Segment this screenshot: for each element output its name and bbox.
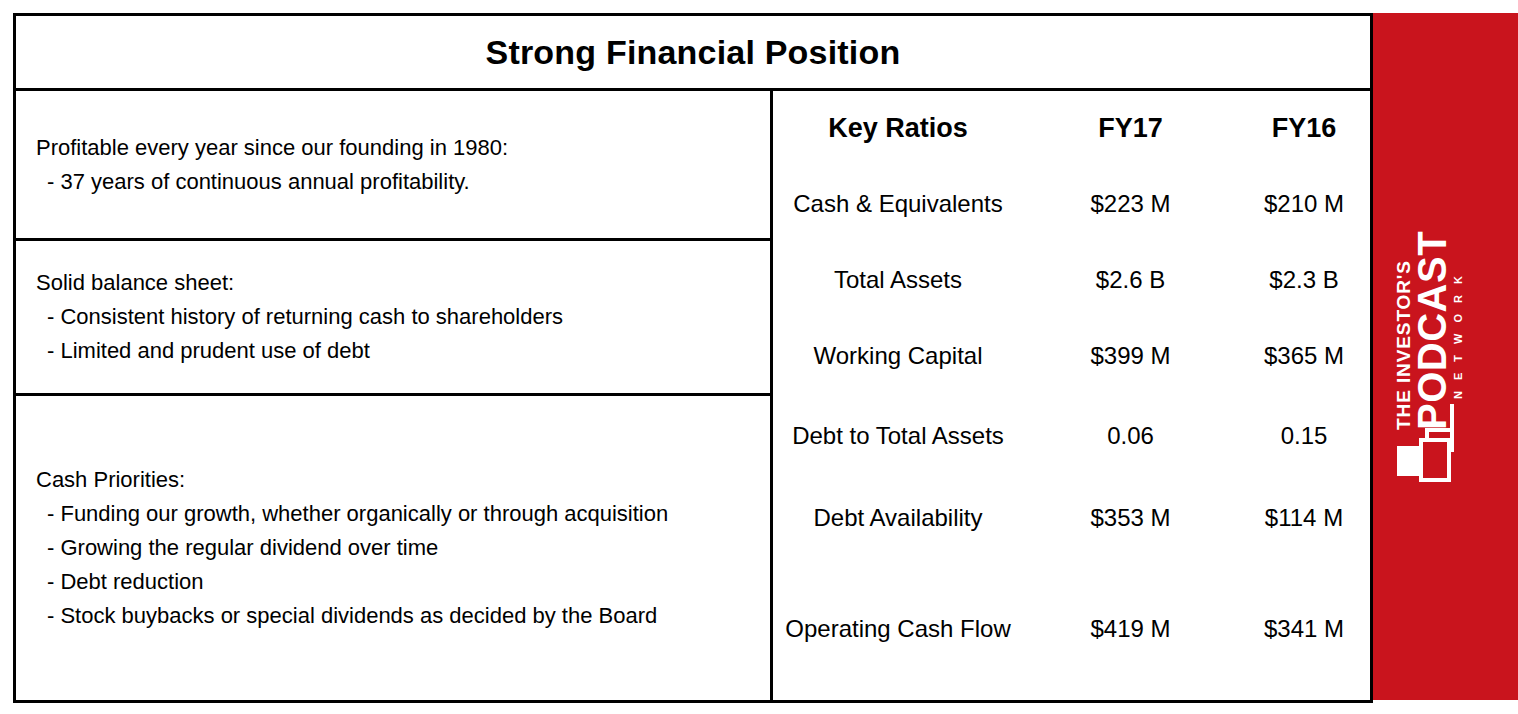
bullet-item: - Limited and prudent use of debt (36, 334, 760, 368)
table-row: Total Assets $2.6 B $2.3 B (773, 242, 1370, 318)
logo-line-podcast: PODCAST (1413, 251, 1451, 430)
bullet-item: - 37 years of continuous annual profitab… (36, 165, 760, 199)
table-header-row: Key Ratios FY17 FY16 (773, 91, 1370, 166)
section-heading: Solid balance sheet: (36, 266, 760, 300)
fy16-value: $2.3 B (1238, 266, 1370, 294)
bullet-item: - Stock buybacks or special dividends as… (36, 599, 760, 633)
section-balance-sheet: Solid balance sheet: - Consistent histor… (16, 241, 770, 396)
row-label: Total Assets (773, 266, 1023, 294)
content-area: Profitable every year since our founding… (16, 91, 1370, 700)
row-label: Debt to Total Assets (773, 422, 1023, 450)
fy17-value: $399 M (1023, 342, 1238, 370)
fy16-value: $365 M (1238, 342, 1370, 370)
bullet-item: - Debt reduction (36, 565, 760, 599)
slide-frame: Strong Financial Position Profitable eve… (13, 13, 1373, 703)
section-profitability: Profitable every year since our founding… (16, 91, 770, 241)
section-cash-priorities: Cash Priorities: - Funding our growth, w… (16, 396, 770, 700)
row-label: Working Capital (773, 342, 1023, 370)
section-heading: Cash Priorities: (36, 463, 760, 497)
page-title: Strong Financial Position (486, 33, 901, 72)
slide: Strong Financial Position Profitable eve… (0, 0, 1518, 714)
key-ratios-table: Key Ratios FY17 FY16 Cash & Equivalents … (773, 91, 1370, 700)
fy16-value: $341 M (1238, 615, 1370, 643)
table-header-fy16: FY16 (1238, 113, 1370, 144)
table-row: Cash & Equivalents $223 M $210 M (773, 166, 1370, 242)
bullet-item: - Consistent history of returning cash t… (36, 300, 760, 334)
microphone-icon (1393, 430, 1463, 486)
fy16-value: 0.15 (1238, 422, 1370, 450)
fy17-value: $353 M (1023, 504, 1238, 532)
fy16-value: $114 M (1238, 504, 1370, 532)
table-row: Debt Availability $353 M $114 M (773, 478, 1370, 558)
table-row: Operating Cash Flow $419 M $341 M (773, 558, 1370, 700)
fy17-value: $419 M (1023, 615, 1238, 643)
brand-sidebar: THE INVESTOR'S PODCAST NETWORK (1373, 13, 1518, 700)
row-label: Debt Availability (773, 504, 1023, 532)
bullet-item: - Funding our growth, whether organicall… (36, 497, 760, 531)
row-label: Operating Cash Flow (773, 615, 1023, 643)
fy16-value: $210 M (1238, 190, 1370, 218)
highlights-panel: Profitable every year since our founding… (16, 91, 773, 700)
fy17-value: $2.6 B (1023, 266, 1238, 294)
table-row: Working Capital $399 M $365 M (773, 318, 1370, 394)
logo-text: THE INVESTOR'S PODCAST NETWORK (1393, 251, 1464, 430)
section-heading: Profitable every year since our founding… (36, 131, 760, 165)
table-header-key-ratios: Key Ratios (773, 113, 1023, 144)
table-row: Debt to Total Assets 0.06 0.15 (773, 394, 1370, 478)
table-header-fy17: FY17 (1023, 113, 1238, 144)
podcast-network-logo: THE INVESTOR'S PODCAST NETWORK (1393, 251, 1468, 486)
fy17-value: 0.06 (1023, 422, 1238, 450)
row-label: Cash & Equivalents (773, 190, 1023, 218)
fy17-value: $223 M (1023, 190, 1238, 218)
bullet-item: - Growing the regular dividend over time (36, 531, 760, 565)
title-band: Strong Financial Position (16, 16, 1370, 91)
